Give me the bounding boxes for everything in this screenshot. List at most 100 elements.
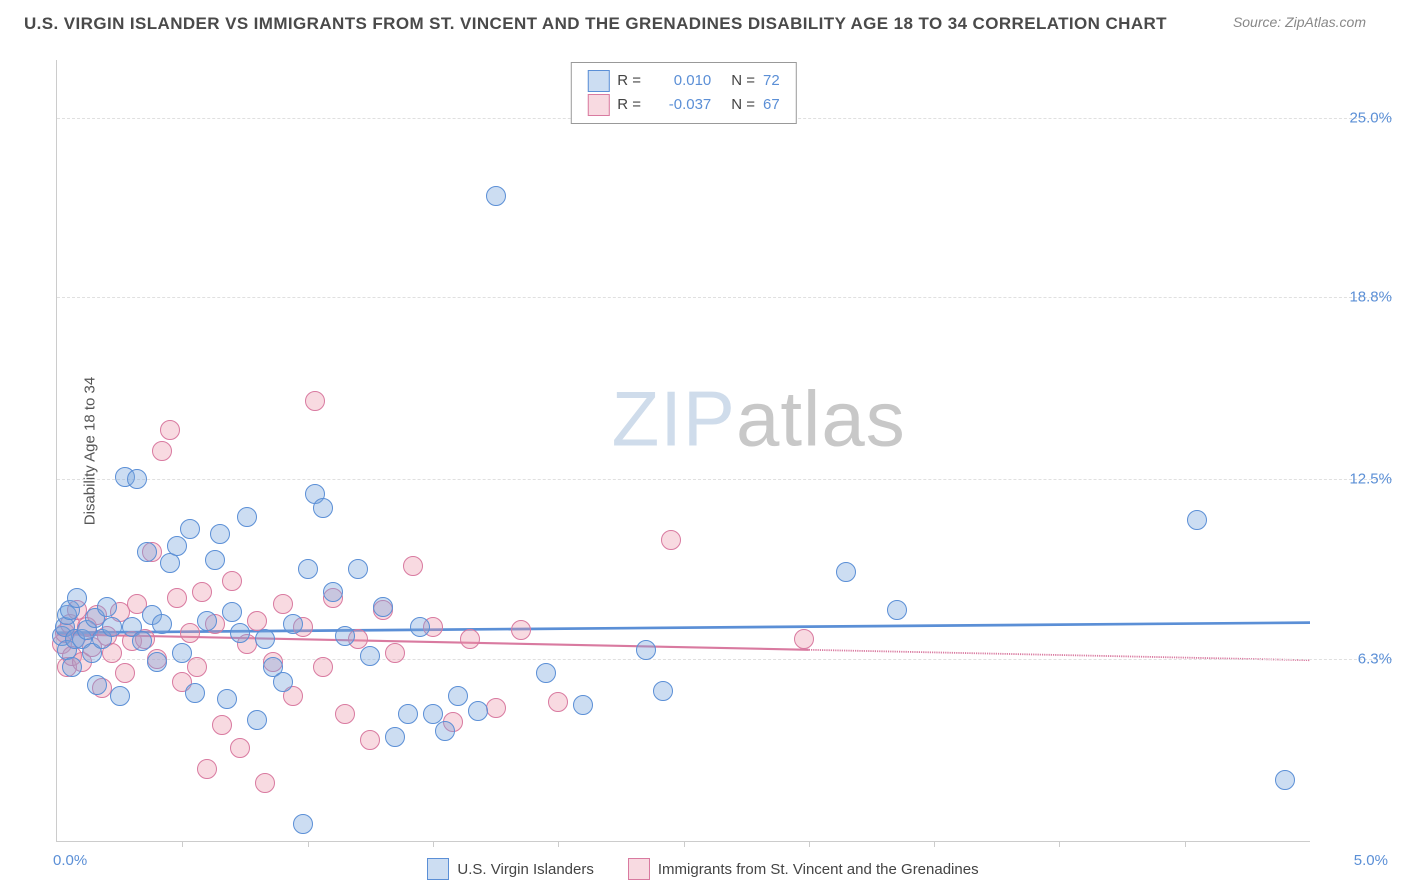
x-tick bbox=[182, 841, 183, 847]
legend-label-pink: Immigrants from St. Vincent and the Gren… bbox=[658, 861, 979, 878]
marker-pink bbox=[273, 594, 293, 614]
legend-row-blue: R = 0.010 N = 72 bbox=[587, 69, 779, 93]
marker-blue bbox=[210, 524, 230, 544]
chart-area: Disability Age 18 to 34 ZIPatlas R = 0.0… bbox=[42, 60, 1310, 842]
marker-blue bbox=[435, 721, 455, 741]
x-tick bbox=[934, 841, 935, 847]
marker-pink bbox=[486, 698, 506, 718]
source-name: ZipAtlas.com bbox=[1285, 14, 1366, 30]
marker-blue bbox=[167, 536, 187, 556]
marker-blue bbox=[298, 559, 318, 579]
marker-pink bbox=[180, 623, 200, 643]
marker-pink bbox=[212, 715, 232, 735]
marker-pink bbox=[460, 629, 480, 649]
marker-blue bbox=[313, 498, 333, 518]
marker-blue bbox=[137, 542, 157, 562]
legend-swatch-pink bbox=[628, 858, 650, 880]
legend-item-pink: Immigrants from St. Vincent and the Gren… bbox=[628, 858, 979, 880]
y-tick-label: 18.8% bbox=[1349, 289, 1392, 306]
y-tick-label: 25.0% bbox=[1349, 109, 1392, 126]
marker-pink bbox=[222, 571, 242, 591]
correlation-legend: R = 0.010 N = 72 R = -0.037 N = 67 bbox=[570, 62, 796, 124]
marker-blue bbox=[132, 631, 152, 651]
legend-r-label: R = bbox=[617, 69, 645, 93]
legend-r-blue: 0.010 bbox=[653, 69, 711, 93]
plot-region: ZIPatlas R = 0.010 N = 72 R = -0.037 N =… bbox=[56, 60, 1310, 842]
legend-swatch-pink bbox=[587, 94, 609, 116]
marker-blue bbox=[87, 675, 107, 695]
legend-n-blue: 72 bbox=[763, 69, 780, 93]
marker-pink bbox=[230, 738, 250, 758]
marker-blue bbox=[348, 559, 368, 579]
marker-pink bbox=[661, 530, 681, 550]
x-tick bbox=[1059, 841, 1060, 847]
marker-pink bbox=[511, 620, 531, 640]
legend-swatch-blue bbox=[427, 858, 449, 880]
marker-blue bbox=[1275, 770, 1295, 790]
marker-pink bbox=[385, 643, 405, 663]
marker-pink bbox=[187, 657, 207, 677]
marker-blue bbox=[102, 617, 122, 637]
marker-pink bbox=[335, 704, 355, 724]
marker-blue bbox=[373, 597, 393, 617]
y-tick-label: 12.5% bbox=[1349, 471, 1392, 488]
legend-r-pink: -0.037 bbox=[653, 93, 711, 117]
marker-pink bbox=[255, 773, 275, 793]
watermark-a: ZIP bbox=[612, 375, 736, 463]
marker-blue bbox=[448, 686, 468, 706]
legend-n-pink: 67 bbox=[763, 93, 780, 117]
marker-blue bbox=[423, 704, 443, 724]
x-tick bbox=[1185, 841, 1186, 847]
marker-blue bbox=[283, 614, 303, 634]
marker-pink bbox=[167, 588, 187, 608]
marker-blue bbox=[97, 597, 117, 617]
x-tick bbox=[809, 841, 810, 847]
marker-blue bbox=[152, 614, 172, 634]
legend-r-label: R = bbox=[617, 93, 645, 117]
marker-blue bbox=[237, 507, 257, 527]
marker-blue bbox=[536, 663, 556, 683]
legend-n-label: N = bbox=[731, 93, 755, 117]
chart-title: U.S. VIRGIN ISLANDER VS IMMIGRANTS FROM … bbox=[24, 14, 1167, 34]
marker-blue bbox=[293, 814, 313, 834]
marker-blue bbox=[180, 519, 200, 539]
marker-blue bbox=[205, 550, 225, 570]
marker-blue bbox=[160, 553, 180, 573]
marker-blue bbox=[836, 562, 856, 582]
marker-pink bbox=[360, 730, 380, 750]
legend-swatch-blue bbox=[587, 70, 609, 92]
legend-item-blue: U.S. Virgin Islanders bbox=[427, 858, 593, 880]
legend-n-label: N = bbox=[731, 69, 755, 93]
legend-row-pink: R = -0.037 N = 67 bbox=[587, 93, 779, 117]
x-tick bbox=[308, 841, 309, 847]
marker-blue bbox=[887, 600, 907, 620]
marker-blue bbox=[335, 626, 355, 646]
marker-blue bbox=[230, 623, 250, 643]
marker-blue bbox=[573, 695, 593, 715]
gridline-h bbox=[57, 479, 1392, 480]
marker-blue bbox=[255, 629, 275, 649]
marker-pink bbox=[313, 657, 333, 677]
marker-blue bbox=[110, 686, 130, 706]
marker-pink bbox=[305, 391, 325, 411]
marker-blue bbox=[486, 186, 506, 206]
marker-blue bbox=[468, 701, 488, 721]
trend-lines bbox=[57, 60, 1310, 841]
marker-blue bbox=[636, 640, 656, 660]
watermark: ZIPatlas bbox=[612, 374, 906, 465]
marker-blue bbox=[398, 704, 418, 724]
legend-label-blue: U.S. Virgin Islanders bbox=[457, 861, 593, 878]
marker-blue bbox=[147, 652, 167, 672]
marker-blue bbox=[385, 727, 405, 747]
y-tick-label: 6.3% bbox=[1358, 650, 1392, 667]
marker-blue bbox=[217, 689, 237, 709]
marker-blue bbox=[197, 611, 217, 631]
marker-pink bbox=[197, 759, 217, 779]
series-legend: U.S. Virgin Islanders Immigrants from St… bbox=[0, 858, 1406, 880]
gridline-h bbox=[57, 297, 1392, 298]
marker-blue bbox=[360, 646, 380, 666]
gridline-h bbox=[57, 659, 1392, 660]
marker-blue bbox=[323, 582, 343, 602]
marker-pink bbox=[403, 556, 423, 576]
marker-blue bbox=[247, 710, 267, 730]
